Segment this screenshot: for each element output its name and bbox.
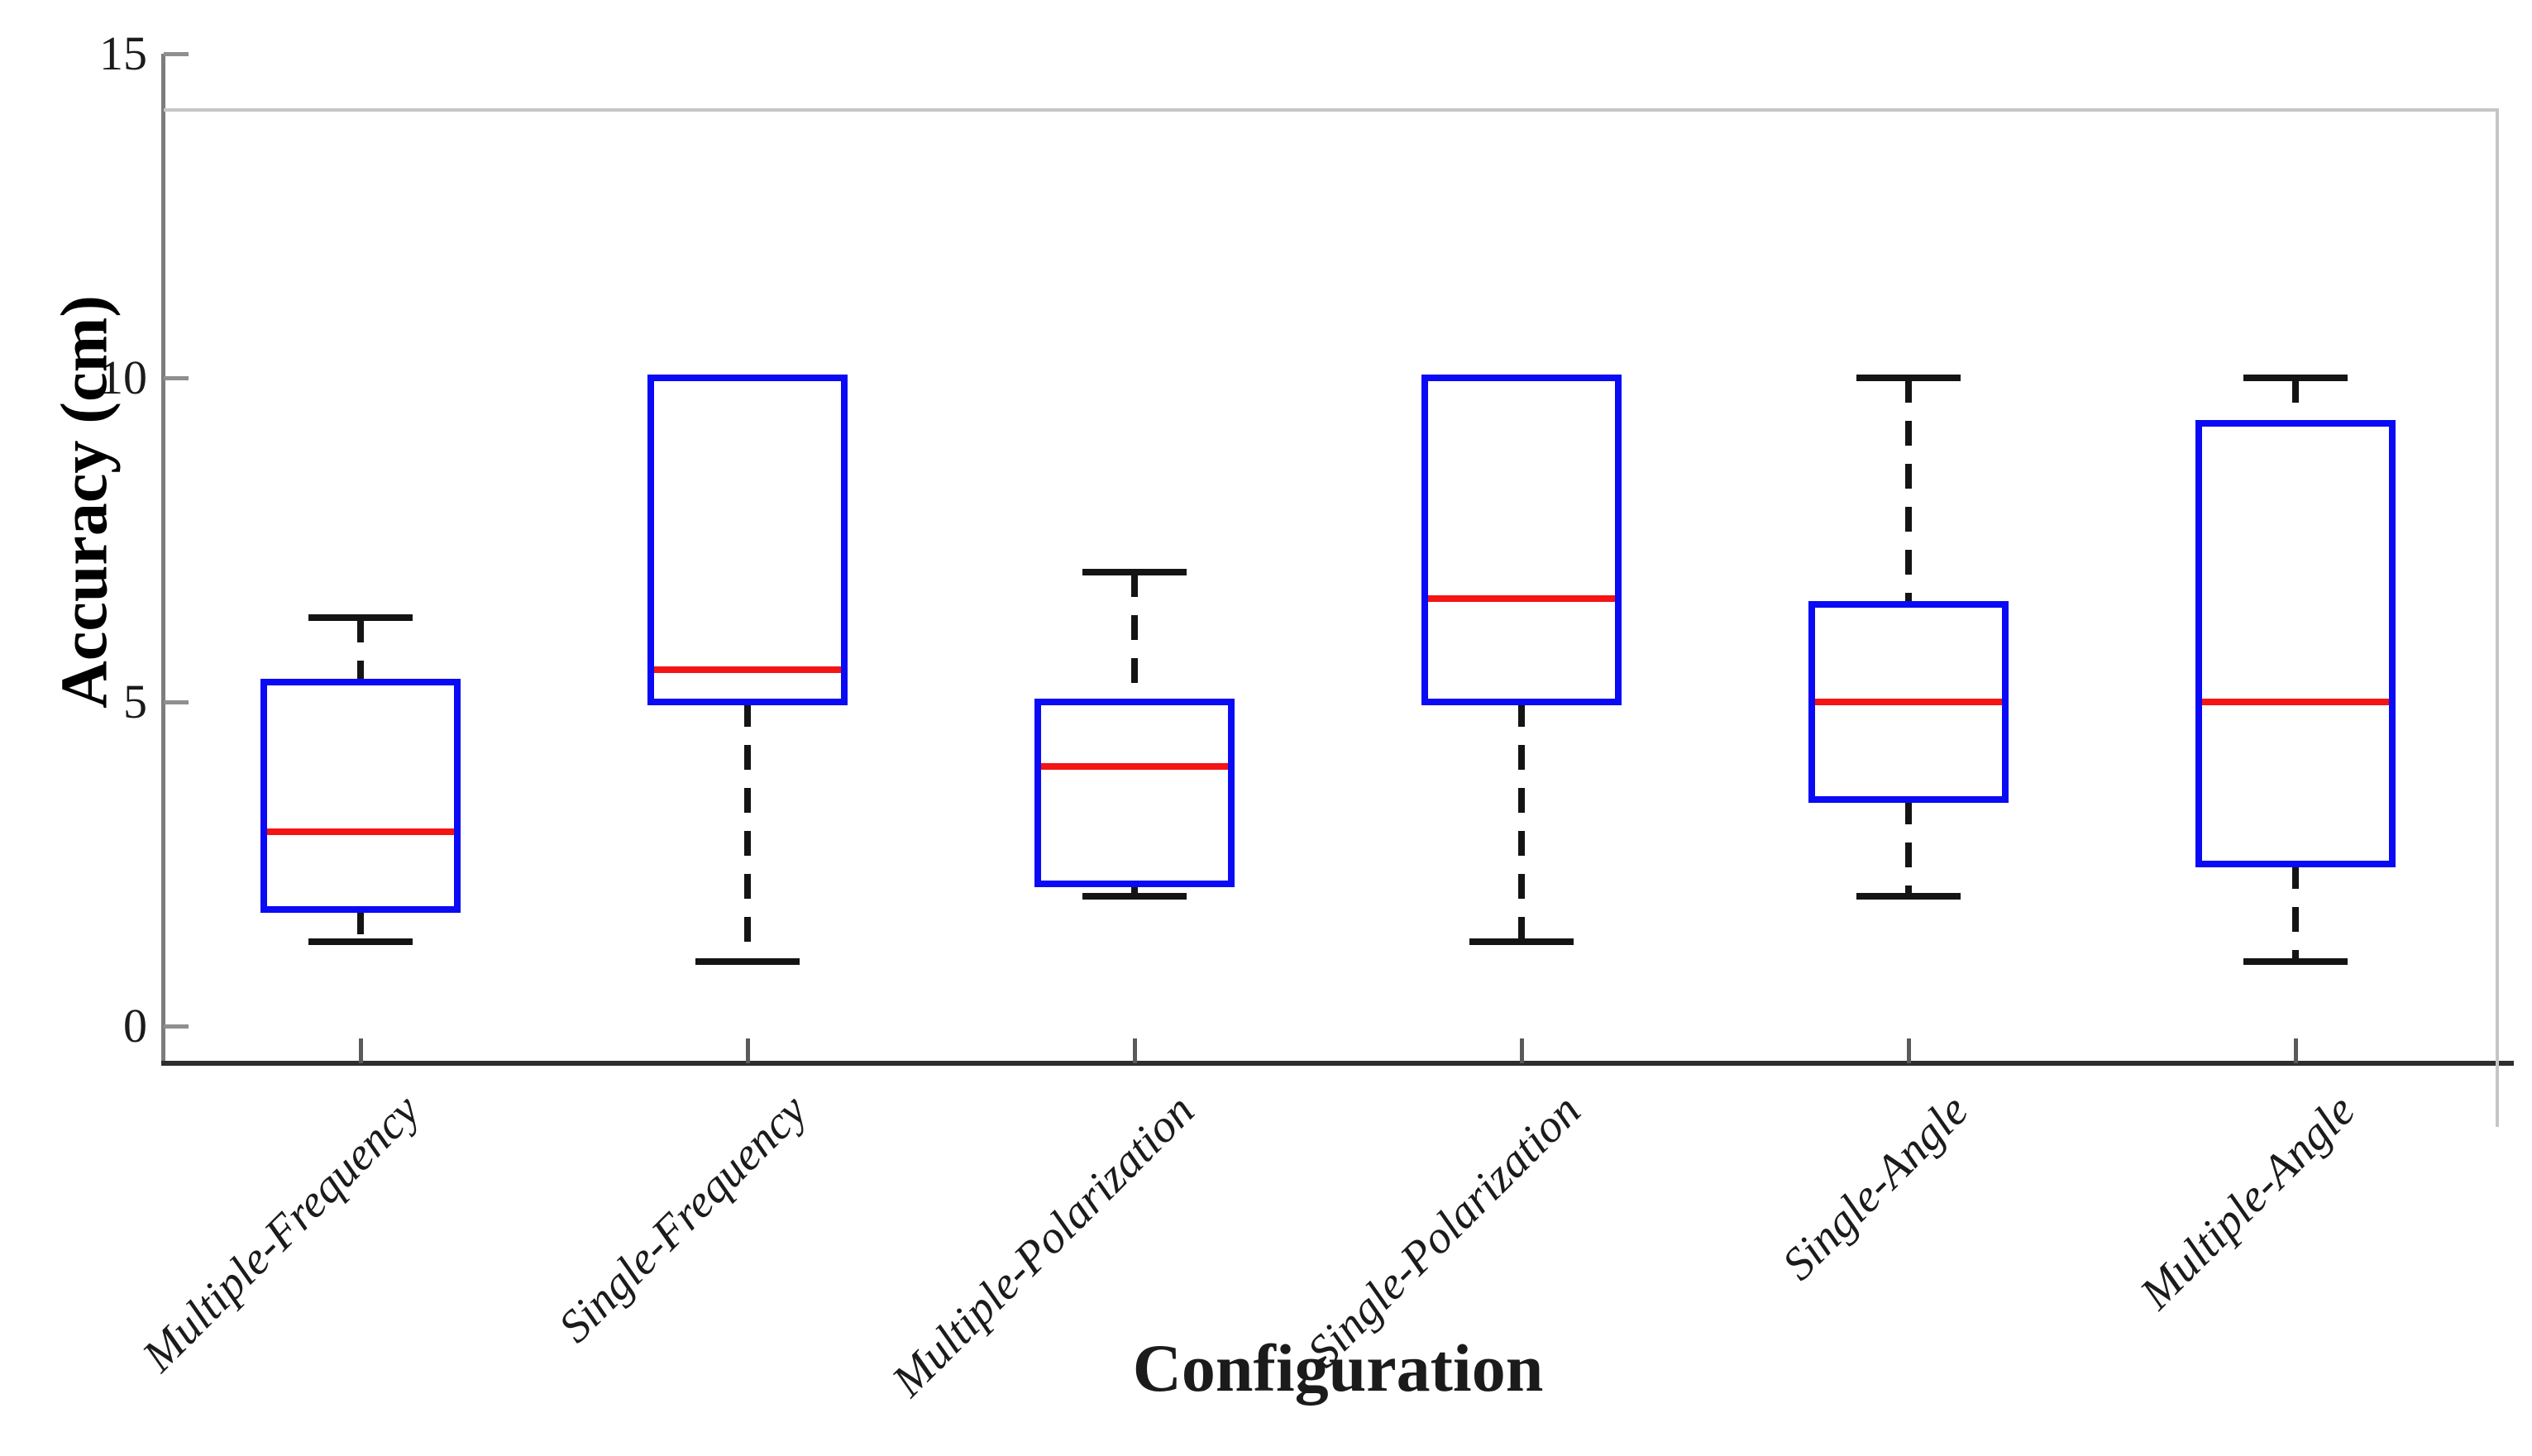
- box-lower-whisker: [2292, 864, 2299, 962]
- box-rect: [647, 375, 848, 705]
- box-rect: [1421, 375, 1622, 705]
- box-lower-cap: [2243, 957, 2348, 965]
- box-upper-cap: [308, 614, 413, 622]
- box-lower-whisker: [1518, 702, 1525, 943]
- box-median-line: [1428, 594, 1615, 602]
- box-lower-whisker: [1905, 799, 1912, 897]
- box-median-line: [1041, 763, 1228, 771]
- box-lower-whisker: [1131, 883, 1138, 897]
- frame-right-line: [2496, 108, 2499, 1127]
- x-tick-label: Multiple-Angle: [2130, 1085, 2365, 1320]
- box-lower-cap: [1082, 893, 1187, 900]
- box-upper-whisker: [357, 618, 364, 683]
- x-tick: [1906, 1038, 1911, 1063]
- box-upper-whisker: [1131, 572, 1138, 702]
- box-median-line: [267, 828, 454, 835]
- box-median-line: [1815, 699, 2002, 705]
- box-upper-cap: [1082, 569, 1187, 576]
- box-lower-cap: [1469, 938, 1574, 946]
- x-tick: [358, 1038, 363, 1063]
- x-tick-label: Multiple-Frequency: [132, 1085, 430, 1382]
- box-lower-cap: [695, 957, 800, 965]
- y-tick-label: 10: [99, 351, 147, 404]
- x-tick: [2293, 1038, 2298, 1063]
- box-rect: [260, 679, 461, 913]
- y-tick-label: 15: [99, 26, 147, 80]
- x-tick-label: Single-Frequency: [549, 1085, 817, 1353]
- y-tick: [164, 375, 189, 380]
- frame-top-line: [164, 108, 2499, 112]
- box-upper-cap: [1856, 375, 1961, 381]
- box-lower-whisker: [744, 702, 751, 962]
- y-tick: [164, 699, 189, 704]
- y-axis-line: [161, 54, 165, 1063]
- x-tick: [745, 1038, 750, 1063]
- box-upper-whisker: [1905, 378, 1912, 605]
- box-lower-whisker: [357, 909, 364, 943]
- box-median-line: [2202, 699, 2389, 705]
- x-axis-line: [161, 1061, 2514, 1066]
- box-rect: [1034, 699, 1235, 887]
- box-rect: [1808, 601, 2009, 803]
- box-upper-whisker: [2292, 378, 2299, 423]
- box-median-line: [654, 666, 841, 673]
- x-axis-label: Configuration: [1132, 1330, 1544, 1406]
- box-lower-cap: [308, 938, 413, 946]
- y-tick-label: 5: [123, 675, 147, 728]
- y-tick: [164, 51, 189, 56]
- box-lower-cap: [1856, 893, 1961, 900]
- y-axis-label: Accuracy (cm): [48, 295, 122, 709]
- box-rect: [2195, 419, 2396, 867]
- y-tick: [164, 1024, 189, 1029]
- box-upper-cap: [2243, 375, 2348, 381]
- x-tick-label: Single-Angle: [1772, 1085, 1978, 1291]
- x-tick: [1132, 1038, 1137, 1063]
- x-tick: [1519, 1038, 1524, 1063]
- y-tick-label: 0: [123, 999, 147, 1053]
